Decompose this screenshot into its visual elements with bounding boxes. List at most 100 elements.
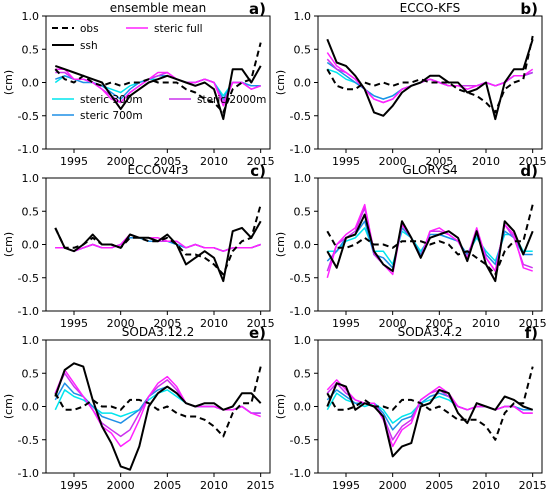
series-line-steric-full bbox=[54, 369, 261, 448]
series-group bbox=[326, 35, 534, 121]
y-tick-label: 1.0 bbox=[294, 172, 312, 185]
panel-title: GLORYS4 bbox=[402, 163, 457, 177]
y-tick-label: -0.5 bbox=[290, 110, 311, 123]
y-tick-label: 1.0 bbox=[294, 334, 312, 347]
x-tick-label: 1995 bbox=[60, 155, 88, 168]
x-tick-label: 2010 bbox=[200, 317, 228, 330]
y-tick-label: 0.0 bbox=[22, 239, 40, 252]
y-tick-label: 1.0 bbox=[22, 334, 40, 347]
x-tick-label: 2010 bbox=[200, 479, 228, 492]
y-tick-label: -1.0 bbox=[290, 305, 311, 318]
y-tick-label: 0.5 bbox=[294, 367, 312, 380]
y-tick-label: 1.0 bbox=[22, 172, 40, 185]
series-group bbox=[326, 203, 534, 283]
legend-label: obs bbox=[80, 23, 99, 35]
series-line-ssh bbox=[326, 382, 534, 458]
y-axis-label: (cm) bbox=[2, 232, 15, 257]
y-tick-label: -1.0 bbox=[18, 305, 39, 318]
x-tick-label: 2005 bbox=[153, 155, 181, 168]
x-tick-label: 2000 bbox=[107, 317, 135, 330]
series-group bbox=[54, 42, 262, 121]
y-tick-label: 0.0 bbox=[294, 77, 312, 90]
y-axis-label: (cm) bbox=[274, 232, 287, 257]
x-tick-label: 2005 bbox=[153, 479, 181, 492]
legend-label: ssh bbox=[80, 40, 98, 52]
panel-d: 1.0 0.5 0.0 -0.5 -1.0 1995 2000 2005 2010 2015 (cm… bbox=[274, 162, 547, 330]
panel-title: ensemble mean bbox=[110, 1, 207, 15]
series-line-obs bbox=[54, 366, 262, 438]
y-tick-label: 0.0 bbox=[22, 77, 40, 90]
panel-title: SODA3.4.2 bbox=[398, 325, 463, 339]
x-tick-label: 2015 bbox=[519, 479, 547, 492]
x-tick-label: 2010 bbox=[472, 479, 500, 492]
x-tick-label: 2000 bbox=[379, 317, 407, 330]
legend-label: steric 700m bbox=[80, 110, 143, 122]
x-tick-label: 2005 bbox=[153, 317, 181, 330]
series-line-obs bbox=[54, 42, 262, 114]
series-line-obs bbox=[326, 204, 534, 276]
panel-label: f) bbox=[525, 324, 538, 342]
y-tick-label: 1.0 bbox=[294, 10, 312, 23]
x-tick-label: 2010 bbox=[200, 155, 228, 168]
x-tick-label: 2010 bbox=[472, 317, 500, 330]
x-tick-label: 1995 bbox=[332, 317, 360, 330]
panel-c: 1.0 0.5 0.0 -0.5 -1.0 1995 2000 2005 2010 2015 (cm… bbox=[2, 162, 275, 330]
legend-label: steric full bbox=[154, 23, 203, 35]
panel-b: 1.0 0.5 0.0 -0.5 -1.0 1995 2000 2005 2010 2015 (cm… bbox=[274, 0, 547, 168]
panel-f: 1.0 0.5 0.0 -0.5 -1.0 1995 2000 2005 2010 2015 (cm… bbox=[274, 324, 547, 492]
legend: obs ssh steric full steric 300m steric 700m s… bbox=[52, 23, 266, 122]
y-tick-label: -1.0 bbox=[18, 467, 39, 480]
series-group bbox=[54, 204, 262, 283]
y-tick-label: 0.5 bbox=[294, 43, 312, 56]
y-tick-label: -1.0 bbox=[290, 467, 311, 480]
y-tick-label: 0.0 bbox=[294, 401, 312, 414]
y-axis-label: (cm) bbox=[2, 70, 15, 95]
y-axis-label: (cm) bbox=[274, 70, 287, 95]
y-tick-label: -0.5 bbox=[18, 110, 39, 123]
x-tick-label: 2000 bbox=[379, 155, 407, 168]
y-tick-label: 0.0 bbox=[22, 401, 40, 414]
x-tick-label: 2010 bbox=[472, 155, 500, 168]
x-tick-label: 2000 bbox=[107, 155, 135, 168]
x-tick-label: 2015 bbox=[247, 479, 275, 492]
legend-label: steric 2000m bbox=[197, 94, 266, 106]
panel-label: e) bbox=[249, 324, 266, 342]
series-group bbox=[54, 362, 262, 471]
y-tick-label: -0.5 bbox=[290, 272, 311, 285]
series-line-obs bbox=[326, 35, 534, 114]
x-tick-label: 2005 bbox=[425, 479, 453, 492]
panel-a: 1.0 0.5 0.0 -0.5 -1.0 1995 2000 2005 2010 2015 (cm… bbox=[2, 0, 275, 168]
x-tick-label: 2015 bbox=[519, 317, 547, 330]
y-tick-label: -1.0 bbox=[290, 143, 311, 156]
y-tick-label: 0.5 bbox=[294, 205, 312, 218]
panel-label: d) bbox=[520, 162, 538, 180]
x-tick-label: 2000 bbox=[379, 479, 407, 492]
series-line-obs bbox=[54, 204, 262, 276]
series-line-obs bbox=[326, 366, 534, 441]
panel-title: SODA3.12.2 bbox=[122, 325, 194, 339]
y-tick-label: -0.5 bbox=[18, 434, 39, 447]
plot-frame bbox=[317, 15, 543, 150]
x-tick-label: 2000 bbox=[107, 479, 135, 492]
panel-e: 1.0 0.5 0.0 -0.5 -1.0 1995 2000 2005 2010 2015 (cm… bbox=[2, 324, 275, 492]
y-axis-label: (cm) bbox=[2, 394, 15, 419]
series-group bbox=[326, 366, 534, 458]
y-tick-label: 0.0 bbox=[294, 239, 312, 252]
panel-label: b) bbox=[520, 0, 538, 18]
series-line-ssh bbox=[326, 213, 534, 283]
panel-label: a) bbox=[249, 0, 266, 18]
plot-frame bbox=[45, 177, 271, 312]
x-tick-label: 1995 bbox=[60, 317, 88, 330]
series-line-ssh bbox=[54, 362, 262, 471]
x-tick-label: 2015 bbox=[519, 155, 547, 168]
y-tick-label: -1.0 bbox=[18, 143, 39, 156]
x-tick-label: 1995 bbox=[332, 155, 360, 168]
x-tick-label: 1995 bbox=[332, 479, 360, 492]
y-tick-label: 0.5 bbox=[22, 43, 40, 56]
y-axis-label: (cm) bbox=[274, 394, 287, 419]
panel-title: ECCOv4r3 bbox=[127, 163, 188, 177]
x-tick-label: 2015 bbox=[247, 317, 275, 330]
y-tick-label: 0.5 bbox=[22, 205, 40, 218]
plot-frame bbox=[45, 339, 271, 474]
